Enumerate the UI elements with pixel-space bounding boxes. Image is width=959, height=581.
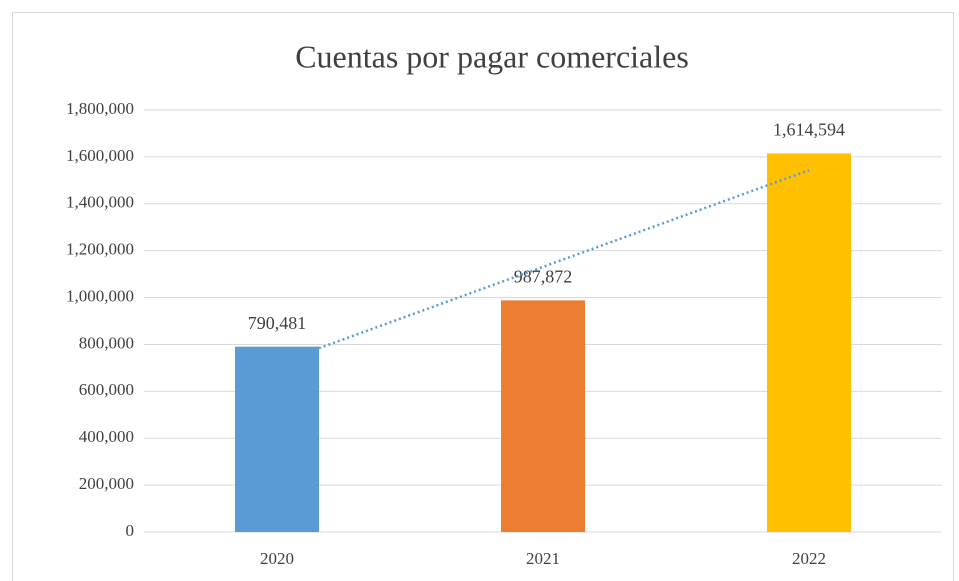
y-tick-label: 1,400,000 bbox=[66, 193, 134, 212]
data-label: 790,481 bbox=[248, 313, 307, 333]
bar bbox=[501, 300, 585, 532]
y-tick-label: 400,000 bbox=[79, 427, 134, 446]
x-tick-label: 2021 bbox=[526, 549, 560, 568]
data-label: 1,614,594 bbox=[773, 120, 845, 140]
data-label: 987,872 bbox=[514, 267, 573, 287]
y-tick-label: 800,000 bbox=[79, 333, 134, 352]
y-tick-label: 1,800,000 bbox=[66, 99, 134, 118]
x-tick-label: 2020 bbox=[260, 549, 294, 568]
y-tick-label: 200,000 bbox=[79, 474, 134, 493]
bar bbox=[235, 346, 319, 532]
y-tick-label: 1,200,000 bbox=[66, 240, 134, 259]
x-tick-label: 2022 bbox=[792, 549, 826, 568]
y-tick-label: 1,600,000 bbox=[66, 146, 134, 165]
chart-title: Cuentas por pagar comerciales bbox=[295, 38, 689, 74]
trendline bbox=[318, 169, 810, 350]
y-tick-label: 600,000 bbox=[79, 380, 134, 399]
bar bbox=[767, 153, 851, 532]
y-tick-label: 0 bbox=[126, 521, 135, 540]
y-tick-label: 1,000,000 bbox=[66, 286, 134, 305]
